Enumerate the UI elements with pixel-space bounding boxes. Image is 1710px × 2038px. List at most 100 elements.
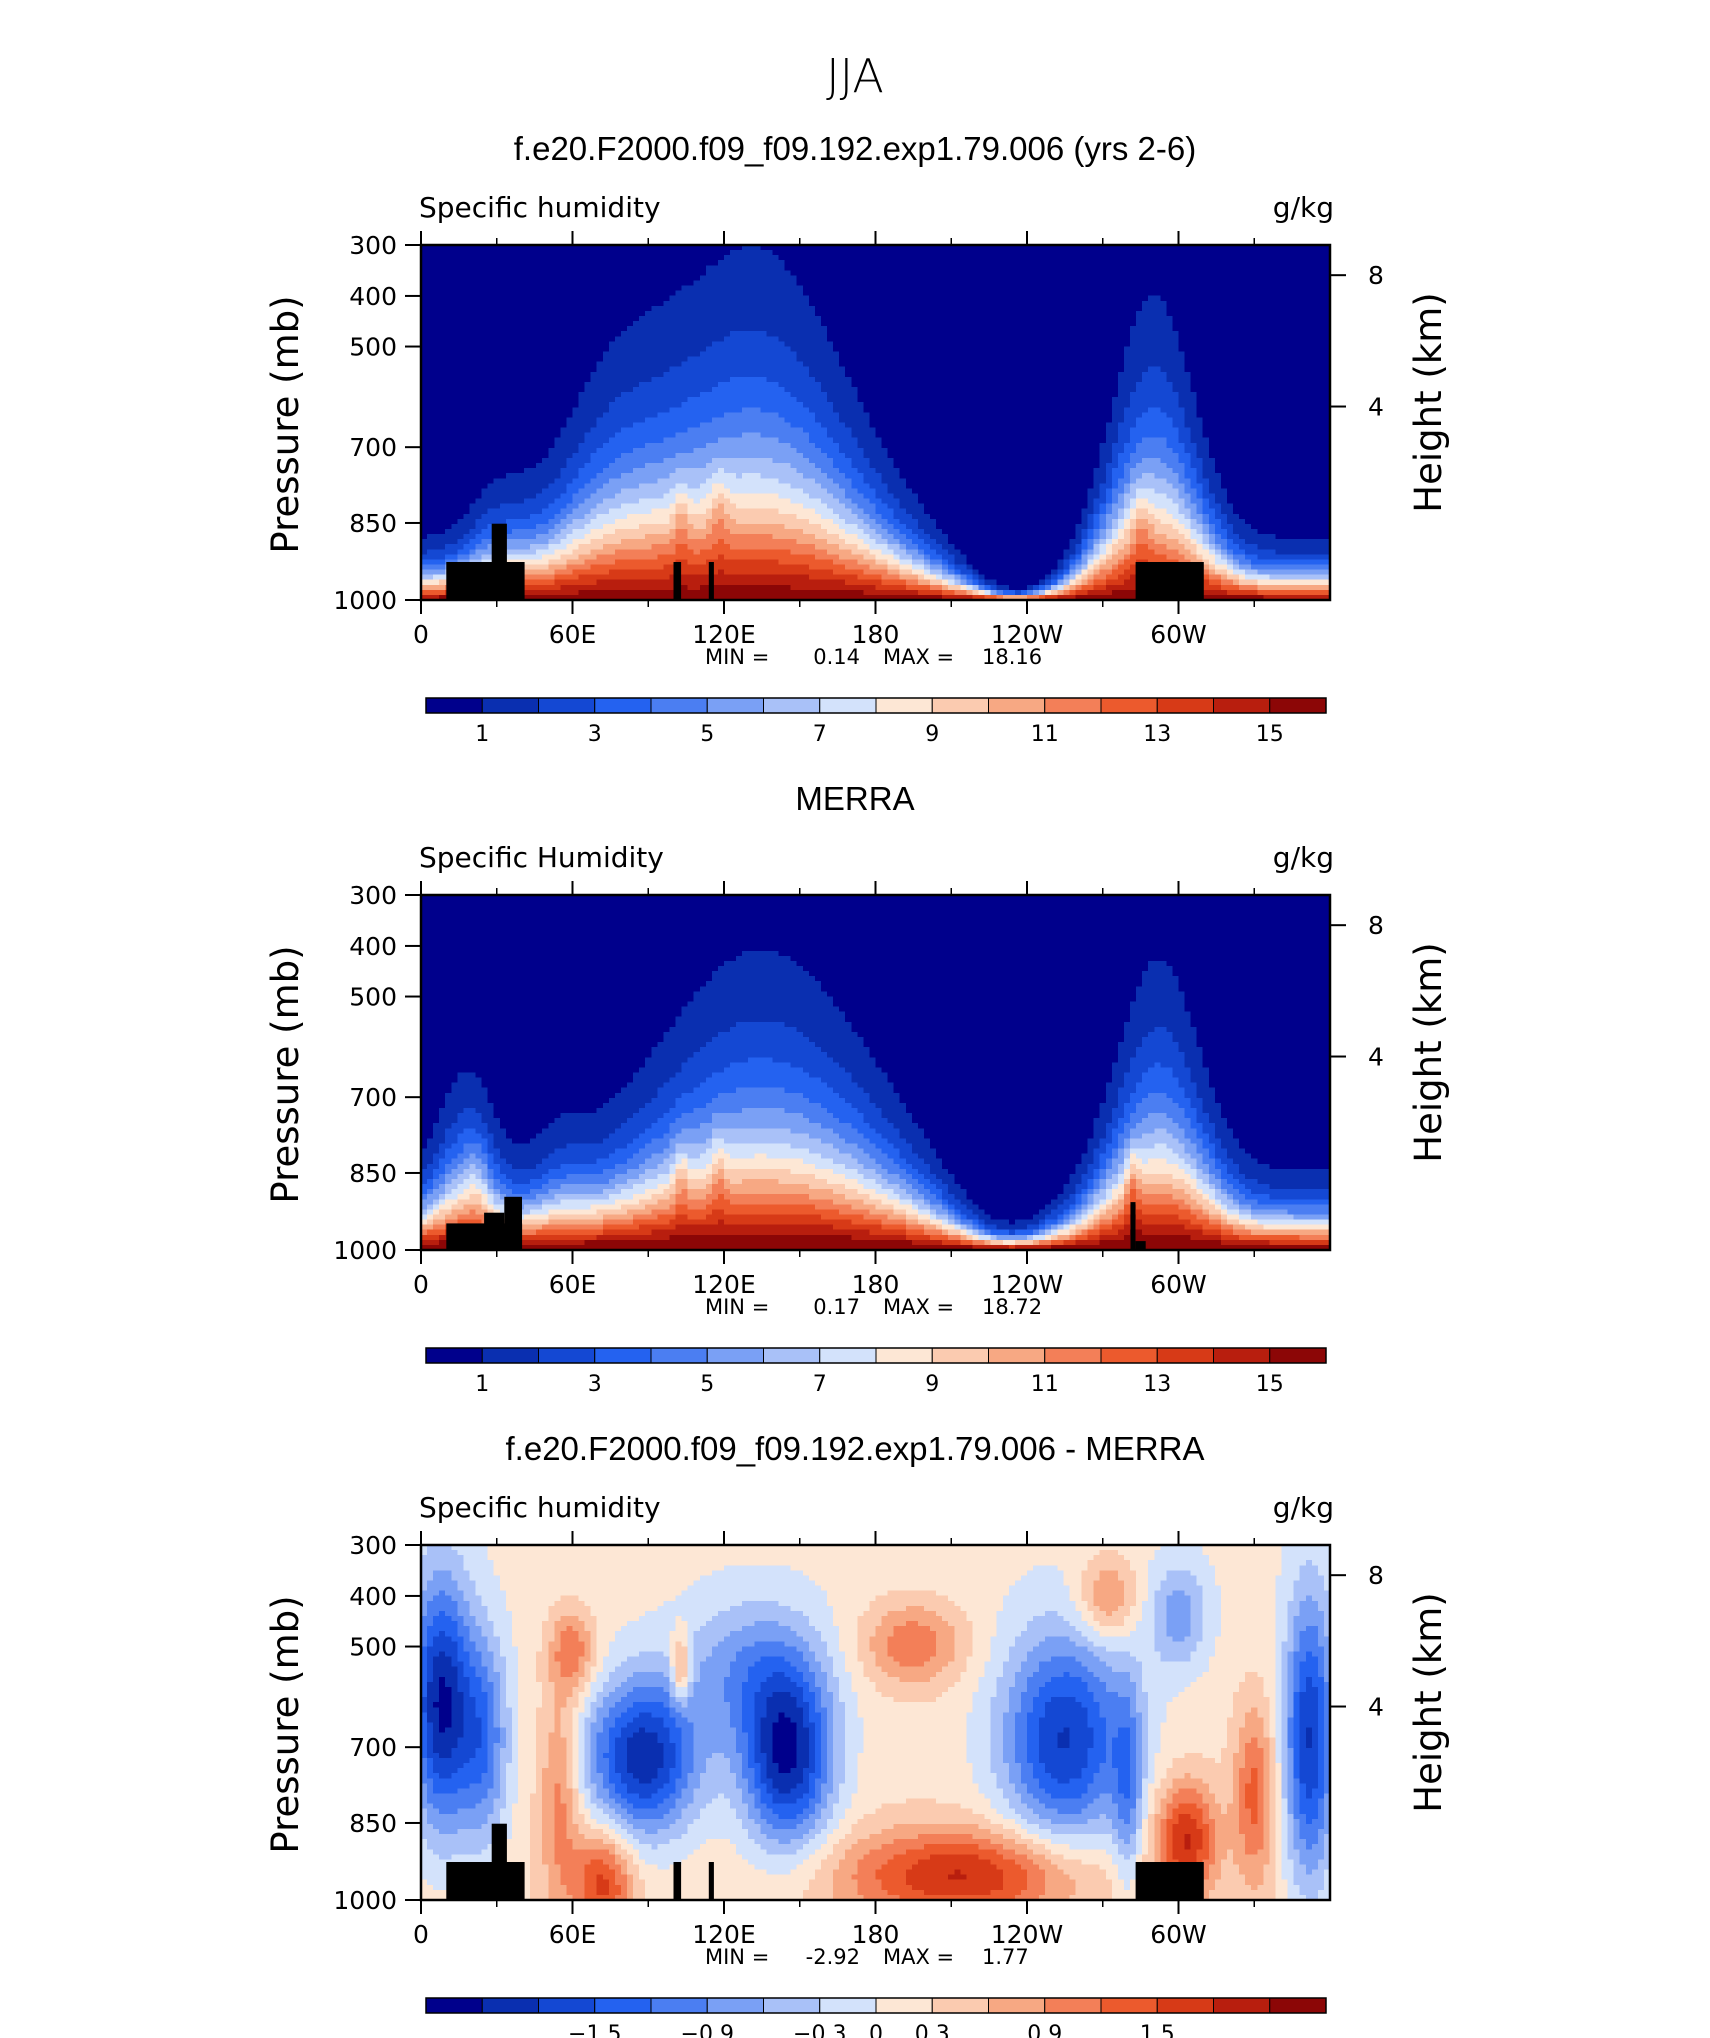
heatmap-cell [445, 453, 452, 459]
heatmap-cell [463, 326, 470, 332]
heatmap-cell [615, 504, 622, 510]
heatmap-cell [651, 291, 658, 297]
heatmap-cell [494, 468, 501, 474]
heatmap-cell [633, 423, 640, 429]
heatmap-cell [700, 478, 707, 484]
heatmap-cell [566, 341, 573, 347]
heatmap-cell [785, 519, 792, 525]
heatmap-cell [845, 590, 852, 596]
heatmap-cell [482, 438, 489, 444]
heatmap-cell [573, 316, 580, 322]
heatmap-cell [815, 346, 822, 352]
heatmap-cell [591, 255, 598, 261]
heatmap-cell [585, 250, 592, 256]
heatmap-cell [657, 316, 664, 322]
heatmap-cell [597, 250, 604, 256]
heatmap-cell [663, 438, 670, 444]
heatmap-cell [603, 352, 610, 358]
heatmap-cell [500, 438, 507, 444]
heatmap-cell [530, 448, 537, 454]
heatmap-cell [530, 336, 537, 342]
heatmap-cell [676, 255, 683, 261]
heatmap-cell [700, 529, 707, 535]
heatmap-cell [694, 428, 701, 434]
heatmap-cell [651, 468, 658, 474]
heatmap-cell [633, 265, 640, 271]
heatmap-cell [651, 433, 658, 439]
heatmap-cell [530, 382, 537, 388]
heatmap-cell [427, 311, 434, 317]
heatmap-cell [560, 301, 567, 307]
heatmap-cell [766, 453, 773, 459]
heatmap-cell [833, 499, 840, 505]
heatmap-cell [803, 275, 810, 281]
heatmap-cell [579, 458, 586, 464]
heatmap-cell [451, 316, 458, 322]
heatmap-cell [742, 448, 749, 454]
heatmap-cell [688, 443, 695, 449]
heatmap-cell [669, 417, 676, 423]
heatmap-cell [633, 539, 640, 545]
heatmap-cell [669, 438, 676, 444]
heatmap-cell [766, 331, 773, 337]
heatmap-cell [427, 346, 434, 352]
heatmap-cell [724, 448, 731, 454]
heatmap-cell [706, 407, 713, 413]
heatmap-cell [554, 341, 561, 347]
heatmap-cell [469, 417, 476, 423]
heatmap-cell [566, 544, 573, 550]
heatmap-cell [779, 534, 786, 540]
heatmap-cell [754, 509, 761, 515]
heatmap-cell [712, 423, 719, 429]
heatmap-cell [785, 275, 792, 281]
heatmap-cell [500, 428, 507, 434]
heatmap-cell [560, 362, 567, 368]
heatmap-cell [779, 306, 786, 312]
heatmap-cell [621, 499, 628, 505]
heatmap-cell [457, 321, 464, 327]
heatmap-cell [494, 402, 501, 408]
heatmap-cell [554, 382, 561, 388]
heatmap-cell [639, 357, 646, 363]
heatmap-cell [772, 291, 779, 297]
heatmap-cell [669, 387, 676, 393]
heatmap-cell [712, 534, 719, 540]
heatmap-cell [500, 519, 507, 525]
heatmap-cell [433, 590, 440, 596]
heatmap-cell [772, 397, 779, 403]
heatmap-cell [609, 514, 616, 520]
heatmap-cell [439, 341, 446, 347]
heatmap-cell [772, 331, 779, 337]
heatmap-cell [439, 499, 446, 505]
heatmap-cell [797, 519, 804, 525]
heatmap-cell [669, 514, 676, 520]
heatmap-cell [772, 377, 779, 383]
heatmap-cell [700, 473, 707, 479]
heatmap-cell [488, 473, 495, 479]
heatmap-cell [712, 367, 719, 373]
heatmap-cell [542, 443, 549, 449]
heatmap-cell [433, 438, 440, 444]
heatmap-cell [639, 559, 646, 565]
heatmap-cell [615, 352, 622, 358]
heatmap-cell [748, 301, 755, 307]
heatmap-cell [694, 326, 701, 332]
heatmap-cell [494, 438, 501, 444]
heatmap-cell [682, 341, 689, 347]
heatmap-cell [833, 544, 840, 550]
heatmap-cell [651, 275, 658, 281]
heatmap-cell [463, 296, 470, 302]
heatmap-cell [518, 514, 525, 520]
heatmap-cell [815, 362, 822, 368]
heatmap-cell [427, 387, 434, 393]
heatmap-cell [615, 306, 622, 312]
heatmap-cell [463, 397, 470, 403]
heatmap-cell [427, 407, 434, 413]
heatmap-cell [482, 352, 489, 358]
heatmap-cell [439, 580, 446, 586]
heatmap-cell [512, 494, 519, 500]
heatmap-cell [712, 270, 719, 276]
heatmap-cell [439, 255, 446, 261]
heatmap-cell [682, 494, 689, 500]
heatmap-cell [536, 306, 543, 312]
